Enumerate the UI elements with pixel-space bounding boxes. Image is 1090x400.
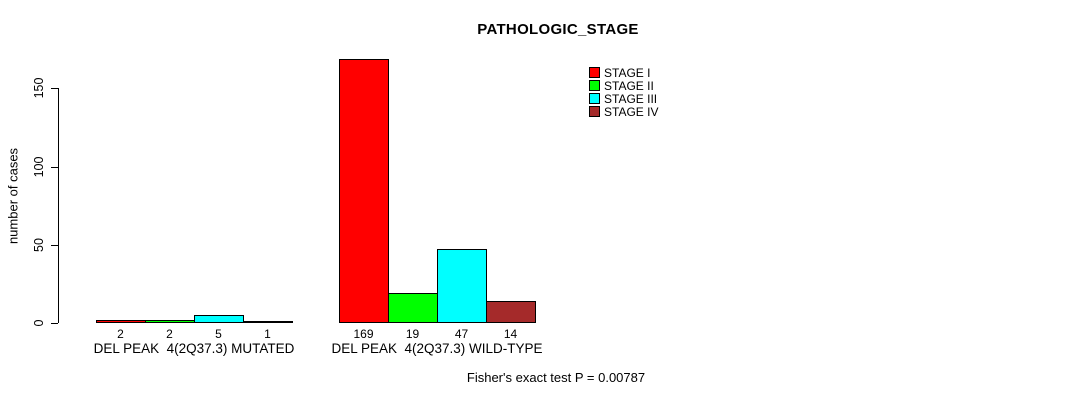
legend-swatch-stage-ii (589, 80, 600, 91)
legend-label: STAGE II (604, 79, 654, 93)
legend-swatch-stage-iii (589, 93, 600, 104)
bar-stage-iv-group2 (486, 301, 536, 323)
bar-value-label: 2 (117, 327, 124, 341)
bar-value-label: 1 (264, 327, 271, 341)
bar-stage-i-group1 (96, 320, 146, 323)
y-axis-line (58, 88, 59, 323)
legend-swatch-stage-iv (589, 106, 600, 117)
legend-label: STAGE I (604, 66, 651, 80)
bar-value-label: 5 (215, 327, 222, 341)
legend-label: STAGE III (604, 92, 658, 106)
bar-value-label: 169 (353, 327, 374, 341)
chart-title: PATHOLOGIC_STAGE (477, 21, 639, 38)
stat-annotation: Fisher's exact test P = 0.00787 (466, 370, 646, 385)
y-tick (51, 245, 58, 246)
bar-value-label: 14 (503, 327, 518, 341)
bar-stage-iii-group1 (194, 315, 244, 323)
bar-value-label: 2 (166, 327, 173, 341)
bar-stage-iii-group2 (437, 249, 487, 323)
y-tick-label: 50 (32, 238, 46, 252)
y-tick-label: 150 (32, 77, 46, 99)
bar-stage-iv-group1 (243, 321, 293, 323)
y-tick-label: 0 (32, 319, 46, 327)
y-tick (51, 323, 58, 324)
category-label: DEL PEAK 4(2Q37.3) MUTATED (93, 341, 295, 356)
bar-stage-i-group2 (339, 59, 389, 323)
bar-stage-ii-group1 (145, 320, 195, 323)
y-tick (51, 167, 58, 168)
bar-stage-ii-group2 (388, 293, 438, 323)
y-axis-label: number of cases (5, 147, 21, 245)
category-label: DEL PEAK 4(2Q37.3) WILD-TYPE (331, 341, 543, 356)
bar-value-label: 19 (405, 327, 420, 341)
legend-label: STAGE IV (604, 105, 659, 119)
y-tick-label: 100 (32, 156, 46, 178)
legend-swatch-stage-i (589, 67, 600, 78)
y-tick (51, 88, 58, 89)
bar-value-label: 47 (454, 327, 469, 341)
